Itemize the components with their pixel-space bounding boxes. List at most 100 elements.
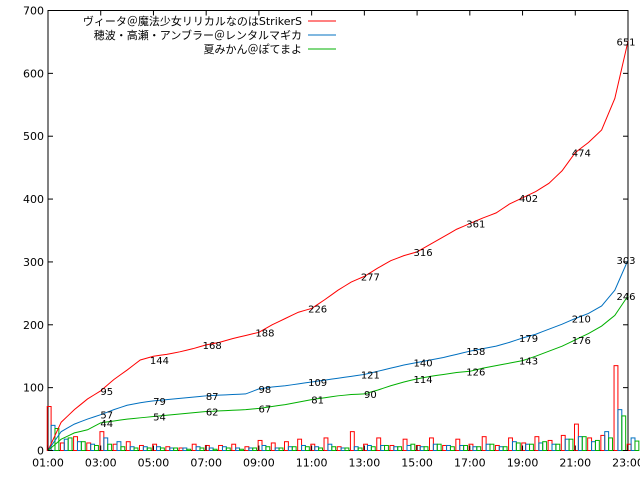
data-label: 44 [100, 419, 113, 430]
data-label: 98 [259, 385, 272, 396]
data-label: 144 [150, 356, 169, 367]
count-bar-3 [502, 446, 508, 452]
count-bar-3 [54, 428, 60, 451]
count-bar-3 [265, 446, 271, 452]
data-label-layer: 95 144 168 188 226 277 316 361 402 474 651 57 79 87 98… [100, 37, 635, 430]
count-bar-3 [449, 446, 455, 452]
count-bar-2 [366, 444, 372, 452]
data-label: 188 [255, 328, 274, 339]
data-label: 81 [311, 396, 324, 407]
count-bar-2 [459, 444, 465, 452]
line-layer [47, 41, 629, 451]
count-bar-1 [547, 439, 553, 452]
data-label: 114 [414, 375, 433, 386]
data-label: 651 [616, 37, 635, 48]
data-label: 90 [364, 390, 377, 401]
count-bar-1 [534, 436, 540, 451]
count-bar-2 [195, 446, 201, 452]
count-bar-3 [489, 443, 495, 452]
count-bar-3 [133, 447, 139, 452]
count-bar-2 [314, 446, 320, 452]
x-tick-label: 21:00 [559, 457, 591, 470]
count-bar-2 [432, 443, 438, 452]
legend-label: ヴィータ＠魔法少女リリカルなのはStrikerS [83, 14, 302, 28]
count-bar-1 [600, 434, 606, 451]
count-bar-3 [344, 447, 350, 452]
y-tick-label: 200 [23, 319, 44, 332]
count-bar-3 [370, 446, 376, 452]
count-bar-2 [116, 441, 122, 452]
count-bar-2 [142, 446, 148, 452]
data-label: 158 [466, 347, 485, 358]
count-bar-3 [186, 448, 192, 452]
count-bar-3 [515, 442, 521, 452]
count-bar-2 [353, 446, 359, 452]
count-bar-2 [564, 438, 570, 451]
count-bar-1 [283, 441, 289, 452]
y-axis: 0 100 200 300 400 500 600 700 [23, 5, 628, 458]
count-bar-3 [423, 446, 429, 452]
y-tick-label: 600 [23, 67, 44, 80]
series-line-1 [47, 41, 629, 451]
count-bar-2 [525, 443, 531, 452]
count-bar-1 [112, 443, 118, 452]
count-bar-2 [76, 441, 82, 452]
data-label: 54 [153, 413, 166, 424]
count-bar-1 [178, 447, 184, 452]
count-bar-3 [436, 443, 442, 452]
legend-label: 夏みかん＠ぽてまよ [204, 43, 302, 56]
count-bar-2 [577, 436, 583, 451]
count-bar-2 [472, 446, 478, 452]
x-tick-label: 09:00 [243, 457, 275, 470]
count-bar-1 [442, 444, 448, 452]
count-bar-2 [103, 437, 109, 451]
count-bar-1 [389, 444, 395, 452]
count-bar-3 [107, 443, 113, 452]
count-bar-3 [397, 446, 403, 452]
x-tick-label: 13:00 [349, 457, 381, 470]
count-bar-1 [73, 436, 78, 451]
data-label: 140 [414, 359, 433, 370]
x-tick-label: 05:00 [138, 457, 170, 470]
count-bar-2 [169, 447, 175, 452]
count-bar-3 [120, 446, 126, 452]
count-bar-2 [591, 441, 596, 452]
count-bar-2 [511, 441, 517, 452]
count-bar-1 [86, 442, 92, 452]
count-bar-3 [634, 440, 640, 452]
count-bar-2 [446, 444, 451, 452]
count-bar-2 [393, 446, 399, 452]
x-tick-label: 23:00 [612, 457, 640, 470]
data-label: 246 [616, 292, 635, 303]
count-bar-3 [357, 447, 363, 452]
count-bar-3 [252, 447, 258, 452]
count-bar-2 [617, 409, 623, 451]
count-bar-2 [248, 447, 254, 452]
x-tick-label: 07:00 [190, 457, 222, 470]
data-label: 57 [100, 411, 113, 422]
y-tick-label: 400 [23, 193, 44, 206]
y-tick-label: 0 [37, 445, 44, 458]
count-bar-2 [182, 447, 188, 452]
series-line-3 [47, 295, 629, 451]
count-bar-3 [173, 447, 178, 452]
count-bar-1 [402, 438, 408, 451]
count-bar-3 [594, 439, 600, 452]
count-bar-1 [323, 437, 329, 451]
count-bar-1 [138, 444, 144, 452]
count-bar-2 [340, 447, 346, 452]
data-label: 361 [466, 220, 485, 231]
legend: ヴィータ＠魔法少女リリカルなのはStrikerS穂波・高瀬・アンブラー＠レンタル… [83, 14, 336, 56]
data-label: 168 [203, 341, 222, 352]
data-label: 109 [308, 378, 327, 389]
series-line-2 [47, 259, 629, 451]
count-bar-3 [239, 448, 244, 452]
data-label: 402 [519, 194, 538, 205]
count-bar-2 [208, 447, 214, 452]
count-bar-3 [463, 444, 468, 452]
x-tick-label: 11:00 [296, 457, 328, 470]
count-bar-1 [191, 443, 197, 452]
count-bar-2 [129, 446, 135, 452]
data-label: 474 [572, 149, 591, 160]
data-label: 87 [206, 392, 219, 403]
